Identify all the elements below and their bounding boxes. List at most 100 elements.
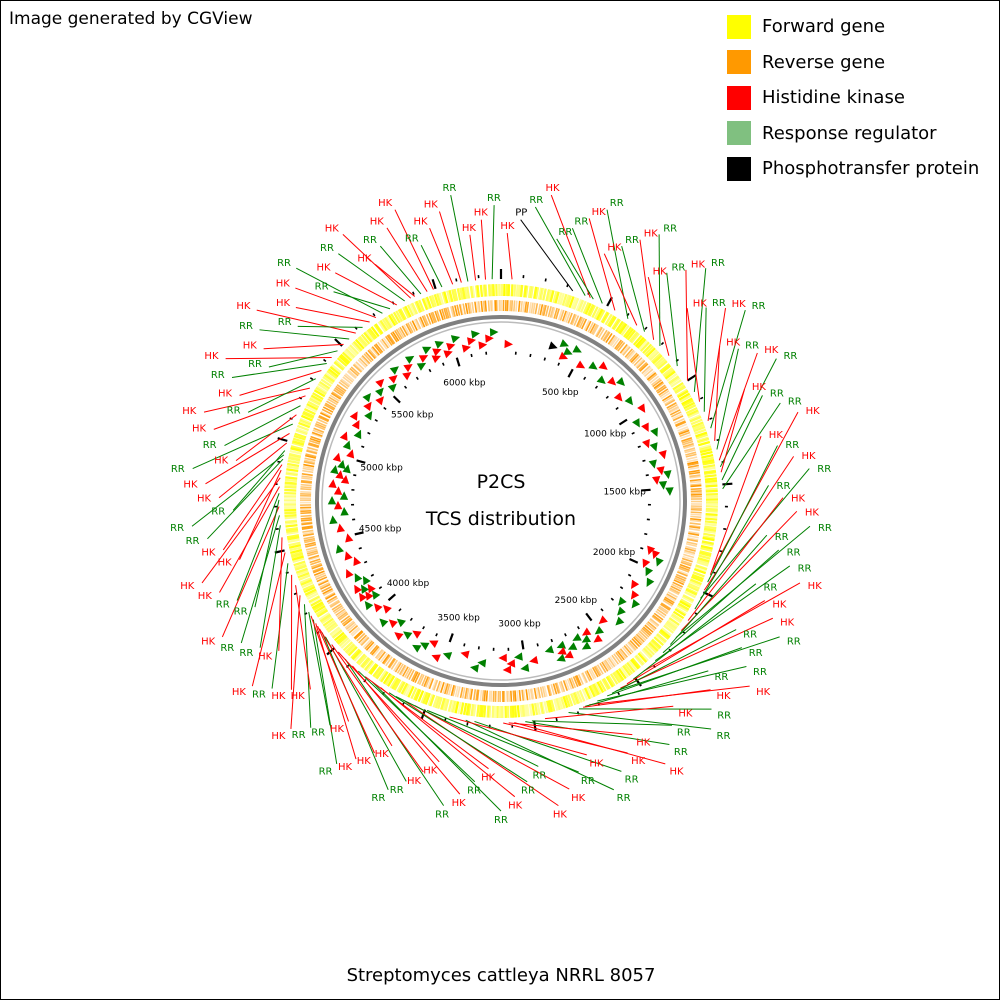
- tcs-feature-label: RR: [239, 648, 253, 659]
- tcs-feature-marker: [503, 666, 512, 674]
- tcs-feature-label: HK: [764, 345, 779, 356]
- tcs-feature-marker: [490, 328, 499, 336]
- tcs-feature-label: HK: [462, 223, 477, 234]
- legend-swatch-forward-gene: [727, 15, 751, 39]
- tcs-feature-label: HK: [258, 651, 273, 662]
- forward-gene-mark: [491, 284, 492, 296]
- forward-gene-mark: [706, 511, 718, 512]
- tcs-feature-label: PP: [515, 208, 527, 219]
- tcs-feature-label: HK: [424, 200, 439, 211]
- tcs-feature-marker: [642, 439, 650, 448]
- tcs-feature-marker: [365, 601, 373, 610]
- forward-gene-mark: [703, 465, 715, 467]
- tcs-leader-line: [717, 349, 738, 450]
- tcs-feature-label: HK: [607, 242, 622, 253]
- tcs-feature-marker: [446, 343, 455, 351]
- tcs-feature-marker: [498, 654, 506, 662]
- tcs-feature-marker: [403, 364, 412, 372]
- inner-tick: [565, 633, 566, 636]
- reverse-gene-mark: [483, 690, 484, 701]
- legend-swatch-phosphotransfer-protein: [727, 157, 751, 181]
- tcs-feature-label: RR: [574, 216, 588, 227]
- reverse-gene-mark: [519, 301, 520, 312]
- tcs-feature-label: RR: [745, 340, 759, 351]
- tcs-feature-label: RR: [717, 731, 731, 742]
- tcs-feature-label: HK: [653, 266, 668, 277]
- reverse-gene-mark: [691, 489, 702, 490]
- forward-gene-mark: [705, 483, 717, 484]
- tcs-feature-marker: [375, 379, 384, 388]
- tcs-feature-label: RR: [763, 582, 777, 593]
- tcs-feature-label: HK: [791, 494, 806, 505]
- tcs-feature-label: RR: [211, 370, 225, 381]
- outer-tick: [719, 551, 722, 552]
- inner-tick: [644, 534, 647, 535]
- inner-tick: [384, 407, 386, 409]
- tcs-feature-label: HK: [271, 731, 286, 742]
- tcs-feature-label: RR: [581, 776, 595, 787]
- inner-tick: [606, 396, 608, 398]
- tcs-feature-label: RR: [711, 258, 725, 269]
- tcs-feature-label: HK: [423, 766, 438, 777]
- inner-tick: [558, 363, 559, 366]
- forward-gene-mark: [512, 284, 513, 296]
- forward-gene-mark: [285, 483, 297, 484]
- tcs-feature-marker: [597, 375, 606, 384]
- tcs-feature-label: HK: [413, 216, 428, 227]
- reverse-gene-mark: [526, 689, 527, 700]
- tcs-feature-marker: [560, 339, 569, 347]
- inner-tick: [379, 587, 381, 589]
- tcs-feature-label: RR: [494, 815, 508, 826]
- inner-tick: [578, 626, 580, 629]
- tcs-feature-marker: [632, 418, 640, 427]
- tcs-feature-marker: [614, 392, 623, 401]
- reverse-gene-mark: [515, 690, 516, 701]
- tcs-feature-label: RR: [371, 793, 385, 804]
- forward-gene-mark: [706, 491, 718, 492]
- reverse-gene-mark: [302, 476, 313, 477]
- tcs-feature-label: HK: [752, 382, 767, 393]
- inner-tick: [429, 369, 430, 372]
- tcs-feature-marker: [397, 619, 406, 628]
- center-subtitle: TCS distribution: [401, 508, 601, 530]
- reverse-gene-mark: [690, 482, 701, 483]
- reverse-gene-mark: [300, 489, 311, 490]
- reverse-gene-mark: [489, 691, 490, 702]
- tcs-feature-marker: [659, 450, 667, 459]
- tcs-feature-label: HK: [589, 758, 604, 769]
- forward-gene-mark: [481, 285, 482, 297]
- tcs-feature-marker: [432, 355, 441, 363]
- outer-tick: [324, 359, 326, 361]
- inner-tick: [544, 358, 545, 361]
- forward-gene-mark: [286, 469, 298, 471]
- tcs-feature-label: HK: [806, 406, 821, 417]
- reverse-gene-mark: [489, 300, 490, 311]
- tcs-feature-marker: [663, 470, 671, 479]
- reverse-gene-mark: [690, 523, 701, 524]
- tcs-feature-label: RR: [558, 227, 572, 238]
- reverse-gene-mark: [689, 470, 700, 472]
- forward-gene-mark: [284, 487, 296, 488]
- inner-tick: [586, 613, 591, 620]
- tcs-feature-label: HK: [378, 198, 393, 209]
- tcs-feature-label: HK: [678, 708, 693, 719]
- tcs-feature-marker: [379, 618, 388, 627]
- reverse-gene-mark: [301, 518, 312, 519]
- reverse-gene-mark: [300, 513, 311, 514]
- tcs-feature-marker: [417, 363, 426, 371]
- reverse-gene-mark: [691, 512, 702, 513]
- tcs-feature-marker: [429, 640, 438, 648]
- tcs-feature-marker: [419, 355, 428, 363]
- tcs-feature-label: RR: [663, 223, 677, 234]
- reverse-gene-mark: [300, 492, 311, 493]
- tcs-feature-marker: [328, 479, 336, 488]
- outer-tick: [645, 327, 647, 329]
- tcs-feature-marker: [334, 501, 342, 510]
- tcs-feature-label: HK: [236, 301, 251, 312]
- legend-label-response-regulator: Response regulator: [762, 123, 937, 144]
- tcs-feature-marker: [375, 388, 384, 397]
- reverse-gene-mark: [535, 303, 537, 314]
- forward-gene-mark: [703, 534, 715, 536]
- reverse-gene-mark: [516, 301, 517, 312]
